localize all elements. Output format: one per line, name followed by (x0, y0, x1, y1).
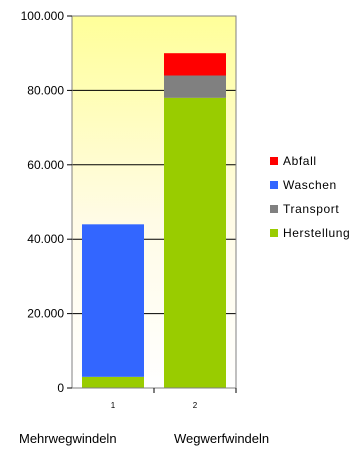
legend-label-waschen: Waschen (283, 178, 337, 192)
bars (82, 53, 226, 388)
bar-segment-herstellung (164, 97, 226, 388)
bar-segment-herstellung (82, 376, 144, 388)
y-tick-label: 0 (57, 381, 64, 395)
bar-segment-waschen (82, 224, 144, 377)
y-tick-label: 80.000 (27, 83, 64, 97)
legend-label-transport: Transport (283, 202, 339, 216)
legend-swatch-abfall (270, 157, 278, 165)
y-tick-label: 20.000 (27, 307, 64, 321)
legend-swatch-herstellung (270, 229, 278, 237)
y-tick-label: 60.000 (27, 158, 64, 172)
legend-swatch-waschen (270, 181, 278, 189)
legend-label-herstellung: Herstellung (283, 226, 350, 240)
bar-segment-abfall (164, 53, 226, 76)
x-tick-label: 1 (111, 401, 116, 410)
x-tick-label: 2 (193, 401, 198, 410)
legend: Abfall Waschen Transport Herstellung (270, 154, 350, 240)
y-tick-label: 100.000 (21, 9, 65, 23)
legend-swatch-transport (270, 205, 278, 213)
bar-segment-transport (164, 75, 226, 98)
y-axis-ticks: 0 20.000 40.000 60.000 80.000 100.000 (21, 9, 72, 395)
legend-label-abfall: Abfall (283, 154, 317, 168)
category-label-mehrweg: Mehrwegwindeln (19, 431, 117, 446)
category-label-wegwerf: Wegwerfwindeln (174, 431, 270, 446)
y-tick-label: 40.000 (27, 232, 64, 246)
